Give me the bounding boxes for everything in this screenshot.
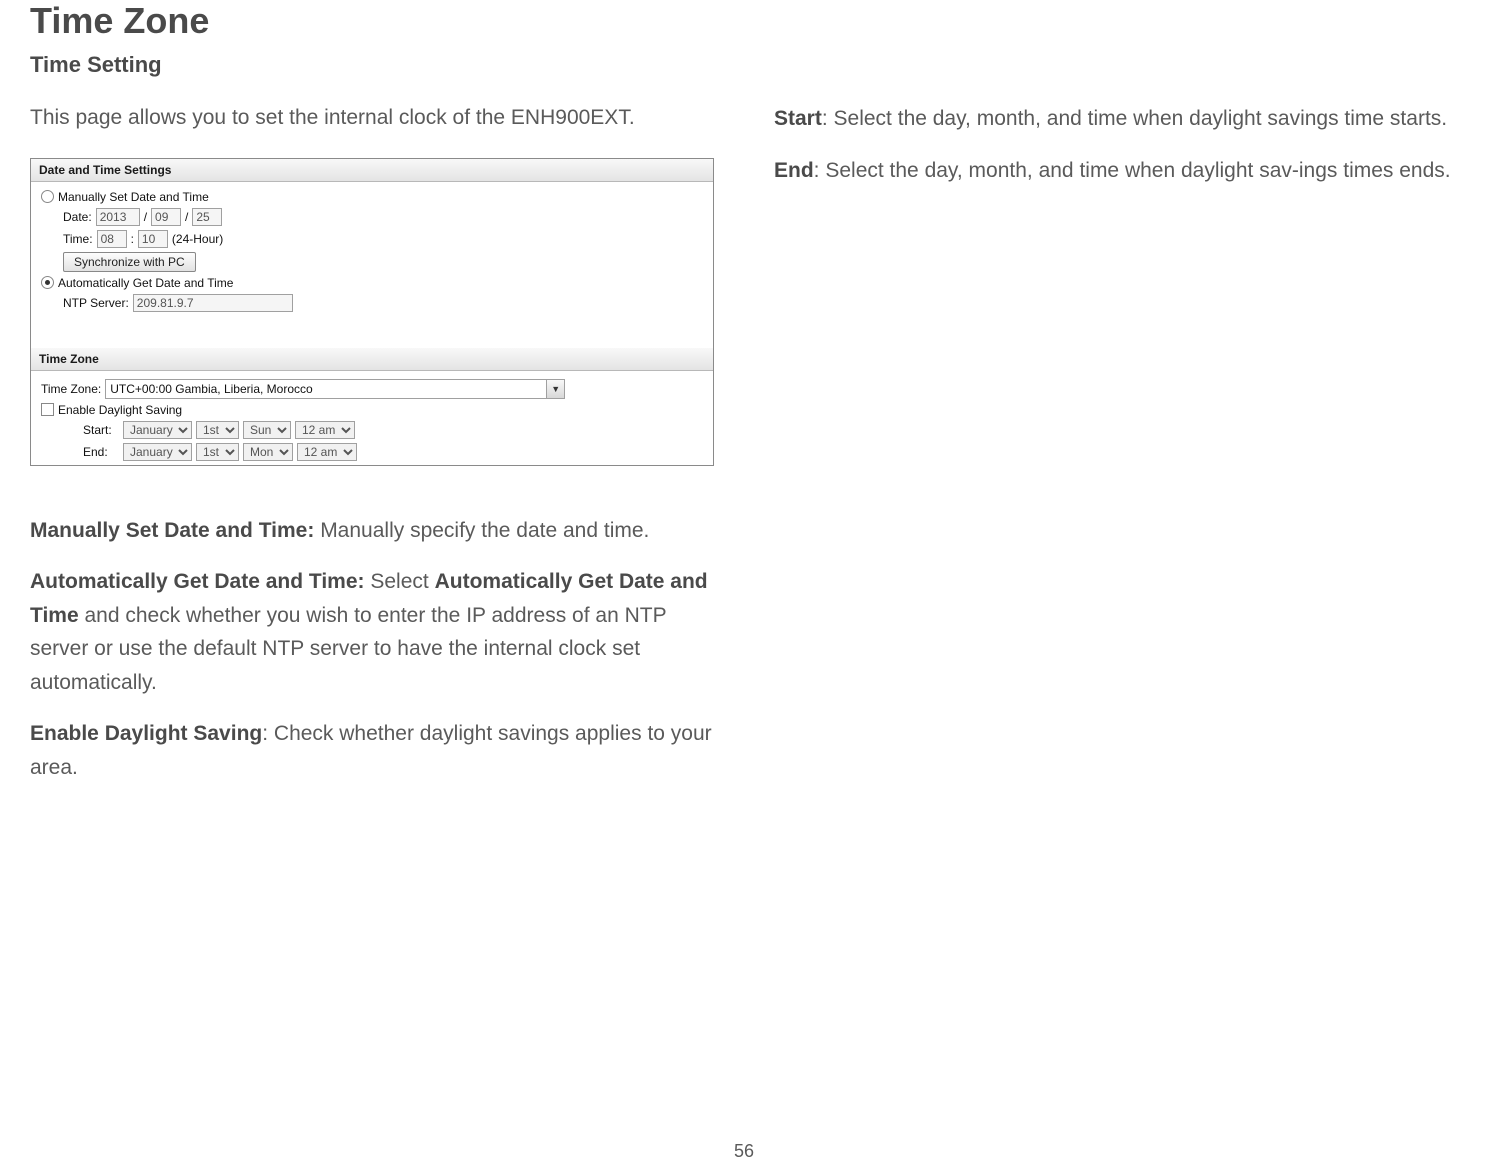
settings-screenshot: Date and Time Settings Manually Set Date…: [30, 158, 714, 466]
dst-end-weekday[interactable]: Mon: [243, 443, 293, 461]
desc-end-text: : Select the day, month, and time when d…: [814, 159, 1451, 182]
date-label: Date:: [63, 210, 92, 224]
hour-input[interactable]: [97, 230, 127, 248]
date-sep2: /: [185, 210, 188, 224]
desc-end-bold: End: [774, 159, 814, 182]
dst-end-label: End:: [83, 445, 119, 459]
tz-label: Time Zone:: [41, 382, 101, 396]
dst-start-hour[interactable]: 12 am: [295, 421, 355, 439]
dst-end-month[interactable]: January: [123, 443, 192, 461]
auto-radio[interactable]: [41, 276, 54, 289]
datetime-section-header: Date and Time Settings: [31, 159, 713, 182]
dst-end-hour[interactable]: 12 am: [297, 443, 357, 461]
dst-start-month[interactable]: January: [123, 421, 192, 439]
desc-auto-bold1: Automatically Get Date and Time:: [30, 570, 365, 593]
dst-checkbox-label: Enable Daylight Saving: [58, 403, 182, 417]
sync-pc-button[interactable]: Synchronize with PC: [63, 252, 196, 272]
desc-auto-text1: Select: [365, 570, 435, 593]
tz-select-value: UTC+00:00 Gambia, Liberia, Morocco: [110, 382, 312, 396]
page-title: Time Zone: [30, 0, 1458, 42]
desc-dst-bold: Enable Daylight Saving: [30, 722, 262, 745]
desc-auto: Automatically Get Date and Time: Select …: [30, 565, 714, 699]
desc-auto-text2: and check whether you wish to enter the …: [30, 604, 666, 694]
manual-radio-label: Manually Set Date and Time: [58, 190, 209, 204]
desc-start-bold: Start: [774, 107, 822, 130]
date-sep1: /: [144, 210, 147, 224]
year-input[interactable]: [96, 208, 140, 226]
dst-checkbox[interactable]: [41, 403, 54, 416]
time-sep: :: [131, 232, 134, 246]
time-label: Time:: [63, 232, 93, 246]
day-input[interactable]: [192, 208, 222, 226]
page-number: 56: [0, 1141, 1488, 1162]
tz-select[interactable]: UTC+00:00 Gambia, Liberia, Morocco ▼: [105, 379, 565, 399]
desc-start-text: : Select the day, month, and time when d…: [822, 107, 1447, 130]
auto-radio-label: Automatically Get Date and Time: [58, 276, 233, 290]
hour-note: (24-Hour): [172, 232, 223, 246]
desc-manual-text: Manually specify the date and time.: [314, 519, 649, 542]
dst-start-day[interactable]: 1st: [196, 421, 239, 439]
desc-end: End: Select the day, month, and time whe…: [774, 154, 1458, 188]
dst-start-label: Start:: [83, 423, 119, 437]
desc-start: Start: Select the day, month, and time w…: [774, 102, 1458, 136]
desc-manual: Manually Set Date and Time: Manually spe…: [30, 514, 714, 548]
ntp-label: NTP Server:: [63, 296, 129, 310]
manual-radio[interactable]: [41, 190, 54, 203]
dst-start-weekday[interactable]: Sun: [243, 421, 291, 439]
section-title: Time Setting: [30, 52, 1458, 78]
ntp-input[interactable]: [133, 294, 293, 312]
chevron-down-icon: ▼: [546, 380, 564, 398]
desc-manual-bold: Manually Set Date and Time:: [30, 519, 314, 542]
intro-text: This page allows you to set the internal…: [30, 102, 714, 134]
minute-input[interactable]: [138, 230, 168, 248]
month-input[interactable]: [151, 208, 181, 226]
desc-dst: Enable Daylight Saving: Check whether da…: [30, 717, 714, 784]
timezone-section-header: Time Zone: [31, 348, 713, 371]
dst-end-day[interactable]: 1st: [196, 443, 239, 461]
